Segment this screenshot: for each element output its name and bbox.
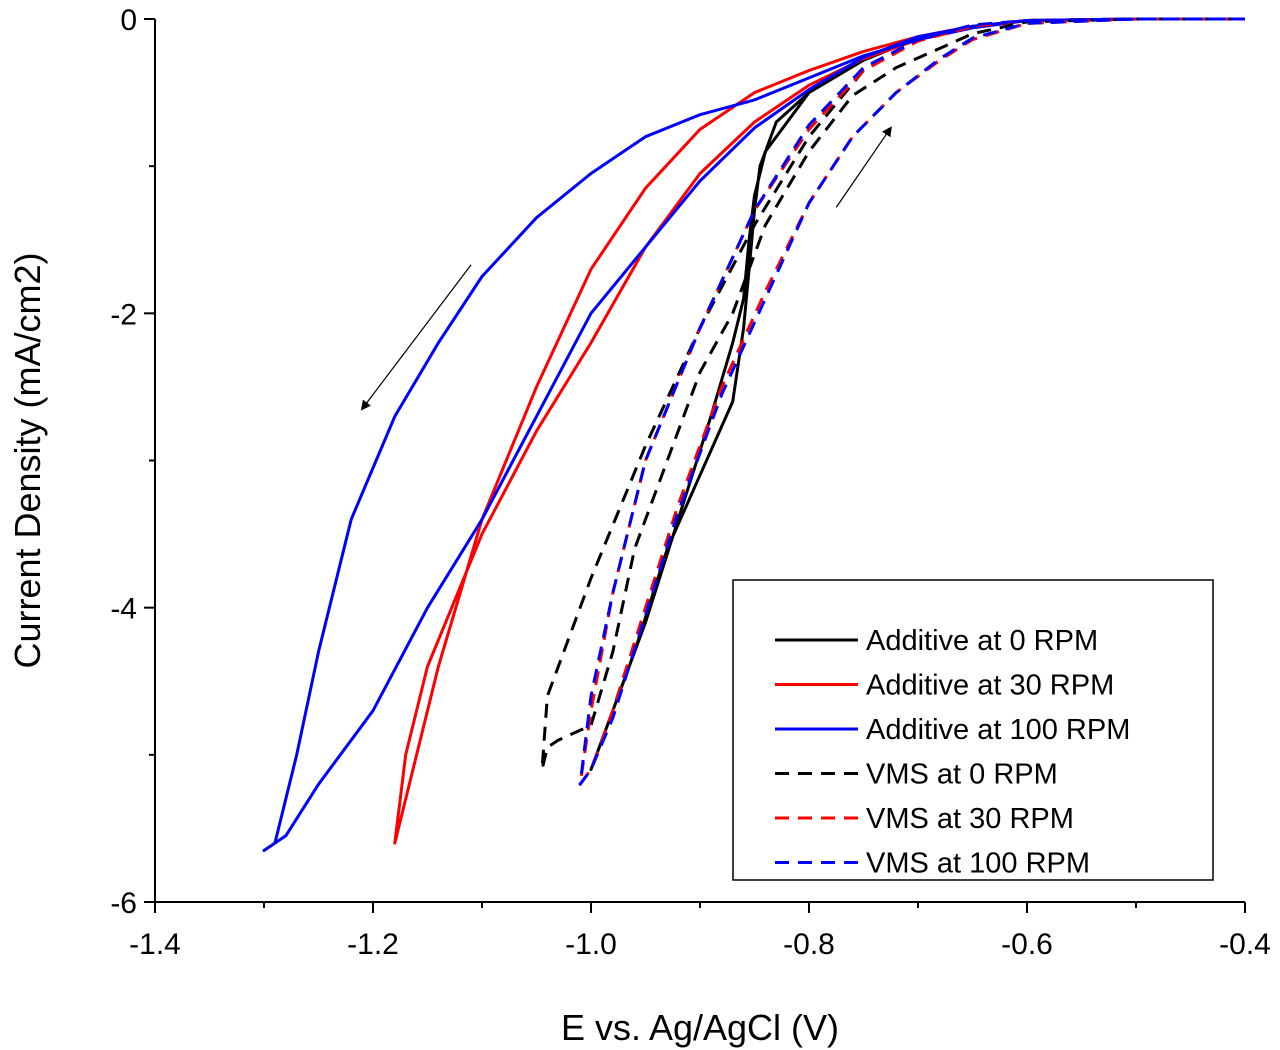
legend: Additive at 0 RPM Additive at 30 RPM Addit… — [732, 579, 1214, 881]
y-axis-title: Current Density (mA/cm2) — [7, 252, 48, 668]
y-tick-label: -4 — [110, 593, 137, 626]
x-tick-label: -1.0 — [565, 928, 617, 961]
legend-label-6: VMS at 100 RPM — [866, 848, 1090, 880]
series-line-6 — [578, 17, 1245, 786]
legend-label-4: VMS at 0 RPM — [866, 759, 1058, 791]
series-line-5 — [578, 17, 1245, 786]
series-line-3 — [262, 17, 1245, 852]
axis-ticks: -1.4 -1.2 -1.0 -0.8 -0.6 -0.4 0 -2 -4 -6 — [110, 4, 1271, 961]
y-tick-label: -6 — [110, 887, 137, 920]
y-tick-label: 0 — [120, 4, 137, 37]
scan-direction-arrow-1 — [360, 264, 472, 411]
scan-direction-arrow-2 — [835, 126, 892, 208]
series-line-1 — [589, 17, 1245, 771]
legend-label-1: Additive at 0 RPM — [866, 625, 1098, 657]
x-tick-label: -1.2 — [347, 928, 399, 961]
plot-area — [262, 17, 1245, 852]
y-tick-label: -2 — [110, 298, 137, 331]
annotations — [360, 126, 892, 411]
x-tick-label: -1.4 — [129, 928, 181, 961]
x-tick-label: -0.6 — [1001, 928, 1053, 961]
x-axis-title: E vs. Ag/AgCl (V) — [561, 1007, 839, 1048]
legend-label-5: VMS at 30 RPM — [866, 803, 1074, 835]
legend-label-2: Additive at 30 RPM — [866, 670, 1114, 702]
x-tick-label: -0.4 — [1219, 928, 1271, 961]
x-tick-label: -0.8 — [783, 928, 835, 961]
legend-label-3: Additive at 100 RPM — [866, 714, 1130, 746]
